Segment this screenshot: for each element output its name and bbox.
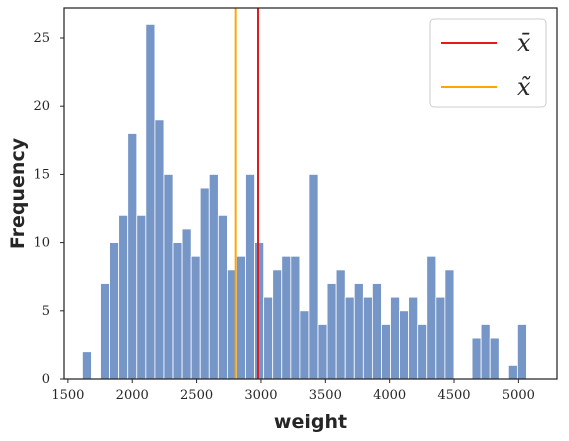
y-tick-label: 20	[33, 99, 50, 114]
x-tick-label: 1500	[51, 388, 84, 403]
histogram-bar	[353, 283, 364, 380]
histogram-bar	[199, 187, 210, 380]
histogram-bar	[426, 255, 437, 380]
histogram-bar	[417, 324, 428, 380]
histogram-bar	[308, 174, 319, 380]
histogram-bar	[290, 255, 301, 380]
legend-median-label: x̃	[517, 73, 531, 101]
histogram-bar	[444, 269, 455, 380]
legend: x̄ x̃	[429, 18, 547, 108]
histogram-bar	[335, 269, 346, 380]
histogram-bar	[272, 269, 283, 380]
histogram-bar	[145, 23, 156, 380]
histogram-bar	[471, 337, 482, 380]
y-tick-label: 10	[33, 236, 50, 251]
histogram-bar	[100, 283, 110, 380]
histogram-bar	[127, 133, 138, 380]
legend-box	[429, 18, 547, 108]
histogram-bar	[516, 324, 527, 380]
histogram-bar	[480, 324, 491, 380]
histogram-bar	[154, 119, 165, 380]
x-tick-label: 3500	[309, 388, 342, 403]
histogram-bar	[181, 228, 192, 380]
histogram-bar	[408, 296, 419, 380]
histogram-bar	[163, 174, 174, 380]
histogram-bar	[136, 214, 147, 380]
reference-lines	[234, 8, 260, 379]
histogram-bar	[381, 324, 391, 380]
histogram-bar	[236, 255, 246, 380]
histogram-bar	[344, 296, 355, 380]
x-axis-label: weight	[274, 411, 347, 433]
histogram-bar	[263, 296, 274, 380]
histogram-bar	[371, 283, 382, 380]
y-tick-label: 5	[42, 304, 50, 319]
histogram-bar	[190, 255, 201, 380]
plot-frame	[63, 7, 558, 380]
histogram-bar	[326, 283, 337, 380]
histogram-bar	[109, 242, 120, 380]
histogram-bar	[254, 242, 265, 380]
histogram-bar	[82, 351, 92, 380]
x-tick-label: 2500	[180, 388, 213, 403]
histogram-bar	[399, 310, 410, 380]
histogram-bar	[118, 214, 129, 380]
y-tick-label: 0	[42, 372, 50, 387]
x-axis-ticks: 1500 2000 2500 3000 3500 4000 4500 5000	[51, 379, 535, 403]
x-tick-label: 4500	[437, 388, 470, 403]
histogram-bar	[435, 296, 446, 380]
histogram-bar	[172, 242, 183, 380]
y-axis-label: Frequency	[7, 137, 29, 249]
histogram-bar	[281, 255, 292, 380]
legend-mean-label: x̄	[517, 29, 531, 57]
y-axis-ticks: 0 5 10 15 20 25	[33, 31, 64, 387]
x-tick-label: 5000	[502, 388, 535, 403]
histogram-bar	[507, 364, 518, 380]
histogram-bars	[82, 23, 527, 380]
histogram-bar	[489, 337, 500, 380]
histogram-bar	[299, 310, 310, 380]
histogram-bar	[362, 296, 373, 380]
x-tick-label: 2000	[116, 388, 149, 403]
histogram-bar	[390, 296, 400, 380]
histogram-bar	[217, 214, 228, 380]
histogram-bar	[317, 324, 328, 380]
histogram-bar	[208, 174, 219, 380]
x-tick-label: 3000	[244, 388, 277, 403]
histogram-bar	[245, 174, 255, 380]
y-tick-label: 15	[33, 167, 50, 182]
x-tick-label: 4000	[373, 388, 406, 403]
y-tick-label: 25	[33, 31, 50, 46]
